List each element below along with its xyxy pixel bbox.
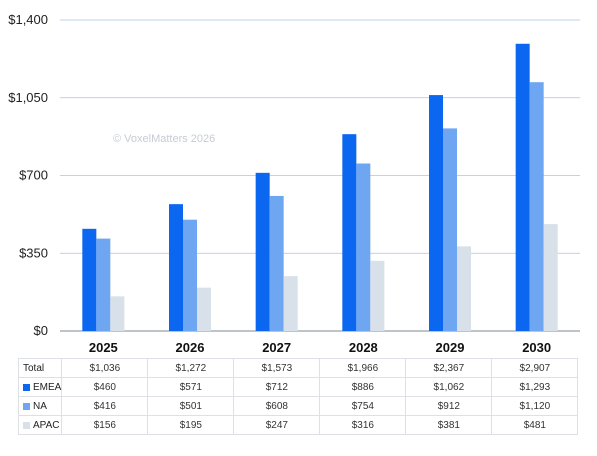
table-cell: $608 [233, 396, 321, 416]
data-table: Total $1,036 $1,272 $1,573 $1,966 $2,367… [17, 358, 579, 435]
table-cell: $912 [405, 396, 493, 416]
bar-na-2028 [356, 163, 371, 331]
total-cell: $1,272 [147, 358, 235, 378]
y-tick-label: $1,050 [8, 90, 48, 105]
y-tick-label: $700 [19, 168, 48, 183]
apac-label: APAC [33, 419, 60, 431]
row-label-emea: EMEA [17, 377, 63, 397]
emea-swatch [23, 383, 30, 391]
y-tick-label: $1,400 [8, 12, 48, 27]
bar-chart: $0 $350 $700 $1,050 $1,400 © VoxelMatters 20… [8, 12, 580, 355]
bar-emea-2030 [515, 43, 530, 331]
bar-na-2025 [96, 238, 111, 331]
table-cell: $247 [233, 415, 321, 435]
emea-label: EMEA [33, 381, 62, 393]
na-swatch [23, 402, 30, 410]
total-cell: $1,966 [319, 358, 407, 378]
y-tick-label: $350 [19, 245, 48, 260]
bars [82, 43, 558, 331]
table-cell: $156 [61, 415, 149, 435]
bar-emea-2028 [342, 134, 357, 331]
bar-na-2027 [269, 195, 284, 331]
bar-apac-2029 [457, 246, 471, 331]
x-tick-label: 2025 [89, 340, 118, 355]
bar-emea-2026 [169, 204, 183, 331]
na-label: NA [33, 400, 47, 412]
table-cell: $481 [491, 415, 579, 435]
table-cell: $501 [147, 396, 235, 416]
table-cell: $460 [61, 377, 149, 397]
table-cell: $381 [405, 415, 493, 435]
table-row-total: Total $1,036 $1,272 $1,573 $1,966 $2,367… [17, 358, 579, 378]
table-cell: $1,293 [491, 377, 579, 397]
bar-apac-2025 [110, 296, 125, 331]
grid-lines [60, 19, 580, 332]
table-cell: $1,120 [491, 396, 579, 416]
watermark: © VoxelMatters 2026 [113, 133, 215, 145]
y-tick-label: $0 [34, 323, 48, 338]
table-cell: $416 [61, 396, 149, 416]
bar-apac-2027 [283, 276, 298, 331]
table-cell: $316 [319, 415, 407, 435]
bar-na-2030 [529, 82, 544, 331]
total-cell: $2,907 [491, 358, 579, 378]
bar-emea-2029 [429, 95, 443, 331]
bar-emea-2027 [255, 172, 270, 331]
row-label-apac: APAC [17, 415, 63, 435]
total-cell: $2,367 [405, 358, 493, 378]
apac-swatch [23, 421, 30, 429]
bar-emea-2025 [82, 228, 97, 331]
row-label-total: Total [17, 358, 63, 378]
total-cell: $1,573 [233, 358, 321, 378]
y-axis-ticks: $0 $350 $700 $1,050 $1,400 [8, 12, 48, 338]
table-row-apac: APAC $156 $195 $247 $316 $381 $481 [17, 415, 579, 435]
bar-apac-2026 [197, 287, 211, 331]
x-axis-ticks: 2025 2026 2027 2028 2029 2030 [89, 340, 551, 355]
x-tick-label: 2028 [349, 340, 378, 355]
table-cell: $712 [233, 377, 321, 397]
table-row-emea: EMEA $460 $571 $712 $886 $1,062 $1,293 [17, 377, 579, 397]
total-cell: $1,036 [61, 358, 149, 378]
bar-na-2029 [443, 128, 457, 331]
x-tick-label: 2027 [262, 340, 291, 355]
table-cell: $1,062 [405, 377, 493, 397]
x-tick-label: 2029 [436, 340, 465, 355]
table-cell: $571 [147, 377, 235, 397]
table-cell: $754 [319, 396, 407, 416]
row-label-na: NA [17, 396, 63, 416]
x-tick-label: 2030 [522, 340, 551, 355]
bar-apac-2030 [543, 224, 558, 331]
x-tick-label: 2026 [176, 340, 205, 355]
table-cell: $886 [319, 377, 407, 397]
table-row-na: NA $416 $501 $608 $754 $912 $1,120 [17, 396, 579, 416]
table-cell: $195 [147, 415, 235, 435]
bar-na-2026 [183, 219, 197, 331]
bar-apac-2028 [370, 260, 385, 331]
